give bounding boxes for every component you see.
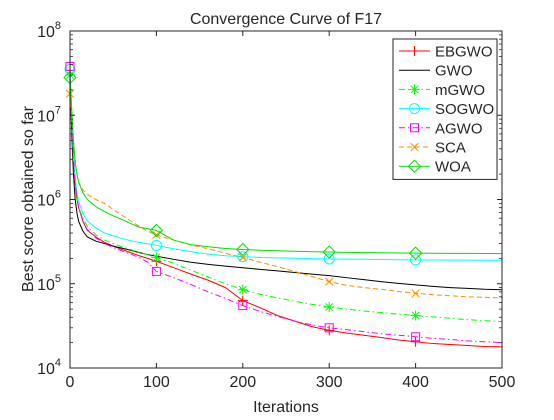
data-point-sca [152,230,161,240]
data-point-sogwo [323,253,335,265]
data-point-agwo [151,266,161,276]
y-tick-label: 108 [37,20,61,41]
data-point-sogwo [410,254,422,266]
legend-label-mgwo: mGWO [435,82,485,99]
y-axis-label: Best score obtained so far [20,105,37,292]
data-point-woa [408,246,423,260]
legend-label-sogwo: SOGWO [435,101,494,118]
chart-title: Convergence Curve of F17 [190,11,382,28]
data-point-sca [411,289,420,298]
legend: EBGWO GWO mGWO SOGWO AGWO SCA WOA [392,38,498,180]
data-point-ebgwo [410,336,421,347]
y-tick-label: 104 [37,357,61,378]
legend-marker-sca [410,142,419,152]
data-point-agwo [324,323,334,333]
series-agwo [65,61,503,344]
legend-marker-agwo [410,123,419,133]
series-line-gwo [69,77,503,291]
axis-layer: 0 100 200 300 400 500 104 105 106 107 108 [37,20,515,391]
data-point-agwo [238,301,248,311]
legend-entry-agwo: AGWO [399,120,483,137]
legend-label-sca: SCA [435,140,466,157]
legend-label-agwo: AGWO [435,120,483,137]
x-tick-label: 0 [66,374,75,391]
data-point-mgwo [151,252,162,263]
legend-entry-woa: WOA [399,159,471,176]
legend-label-woa: WOA [435,159,471,176]
series-line-woa [69,77,503,255]
legend-entry-mgwo: mGWO [399,82,485,99]
legend-marker-sogwo [409,103,420,115]
x-tick-label: 300 [316,374,343,391]
data-point-mgwo [324,301,335,312]
series-sca [65,89,503,299]
data-point-woa [149,223,164,238]
series-line-sca [69,93,503,299]
y-tick-label: 106 [37,189,61,210]
data-point-sca [238,253,247,262]
data-point-mgwo [410,310,421,321]
data-point-agwo [411,332,421,342]
data-point-mgwo [237,284,248,295]
y-tick-label: 105 [37,273,61,294]
data-point-woa [236,242,250,257]
legend-entry-ebgwo: EBGWO [399,44,493,61]
legend-entry-sca: SCA [399,140,466,157]
x-tick-label: 500 [489,374,516,391]
data-point-ebgwo [237,295,248,306]
legend-box [392,38,498,180]
x-tick-label: 400 [402,374,429,391]
legend-label-gwo: GWO [435,63,473,80]
legend-entry-sogwo: SOGWO [399,101,494,118]
series-gwo [69,77,503,291]
x-tick-label: 100 [143,374,170,391]
data-point-sca [325,277,334,286]
data-point-sogwo [150,239,162,251]
series-line-agwo [69,66,503,344]
data-point-woa [322,245,336,259]
series-sogwo [64,63,502,266]
data-point-ebgwo [324,325,335,336]
legend-marker-mgwo [409,84,420,95]
legend-marker-ebgwo [409,46,420,56]
legend-label-ebgwo: EBGWO [435,44,493,61]
x-tick-label: 200 [229,374,256,391]
legend-marker-woa [407,159,422,173]
series-line-sogwo [69,69,502,261]
legend-entry-gwo: GWO [399,63,473,80]
y-tick-label: 107 [37,104,61,125]
x-axis-label: Iterations [253,399,319,415]
series-layer [63,61,503,348]
